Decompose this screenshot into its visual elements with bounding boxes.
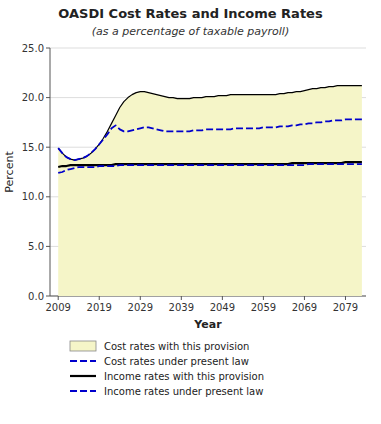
- legend-label: Cost rates under present law: [104, 356, 249, 367]
- x-tick-label: 2039: [169, 302, 194, 313]
- y-axis-label: Percent: [3, 151, 16, 193]
- axes: 0.0 5.0 10.0 15.0 20.0 25.0 2009 2019 2029 2039 20…: [22, 43, 366, 314]
- y-axis-line: [50, 48, 51, 296]
- x-tick-label: 2049: [210, 302, 235, 313]
- legend-label: Income rates with this provision: [104, 371, 264, 382]
- grid-line: [50, 48, 366, 49]
- x-tick-label: 2059: [251, 302, 276, 313]
- x-tick-label: 2029: [128, 302, 153, 313]
- legend-label: Income rates under present law: [104, 386, 263, 397]
- legend-swatch: [70, 390, 96, 392]
- plot-data: [58, 86, 362, 296]
- x-tick-label: 2069: [292, 302, 317, 313]
- x-tick: [99, 296, 100, 300]
- subtitle: (as a percentage of taxable payroll): [92, 25, 289, 38]
- y-tick: [46, 196, 50, 197]
- area-line: [58, 86, 362, 160]
- y-tick: [46, 48, 50, 49]
- x-tick: [140, 296, 141, 300]
- line: [58, 119, 362, 160]
- x-tick: [181, 296, 182, 300]
- y-tick: [46, 296, 50, 297]
- y-tick-label: 25.0: [22, 43, 44, 54]
- y-tick-label: 15.0: [22, 142, 44, 153]
- legend-swatch: [70, 341, 96, 351]
- chart: OASDI Cost Rates and Income Rates (as a p…: [0, 0, 381, 424]
- x-tick-label: 2019: [87, 302, 112, 313]
- legend-swatch: [70, 375, 96, 377]
- y-tick-label: 5.0: [28, 241, 44, 252]
- legend-label: Cost rates with this provision: [104, 341, 249, 352]
- x-tick: [263, 296, 264, 300]
- y-tick: [46, 147, 50, 148]
- title: OASDI Cost Rates and Income Rates: [58, 6, 323, 21]
- y-tick: [46, 97, 50, 98]
- y-tick-label: 10.0: [22, 191, 44, 202]
- line: [58, 164, 362, 173]
- legend: Cost rates with this provision Cost rates…: [70, 341, 264, 397]
- x-tick: [222, 296, 223, 300]
- y-tick-label: 20.0: [22, 92, 44, 103]
- x-tick: [304, 296, 305, 300]
- x-tick: [58, 296, 59, 300]
- x-axis-label: Year: [193, 318, 222, 331]
- legend-swatch: [70, 360, 96, 362]
- x-tick-label: 2009: [45, 302, 70, 313]
- y-tick: [46, 246, 50, 247]
- area: [58, 86, 362, 296]
- x-tick-label: 2079: [333, 302, 358, 313]
- x-tick: [345, 296, 346, 300]
- y-tick-label: 0.0: [28, 291, 44, 302]
